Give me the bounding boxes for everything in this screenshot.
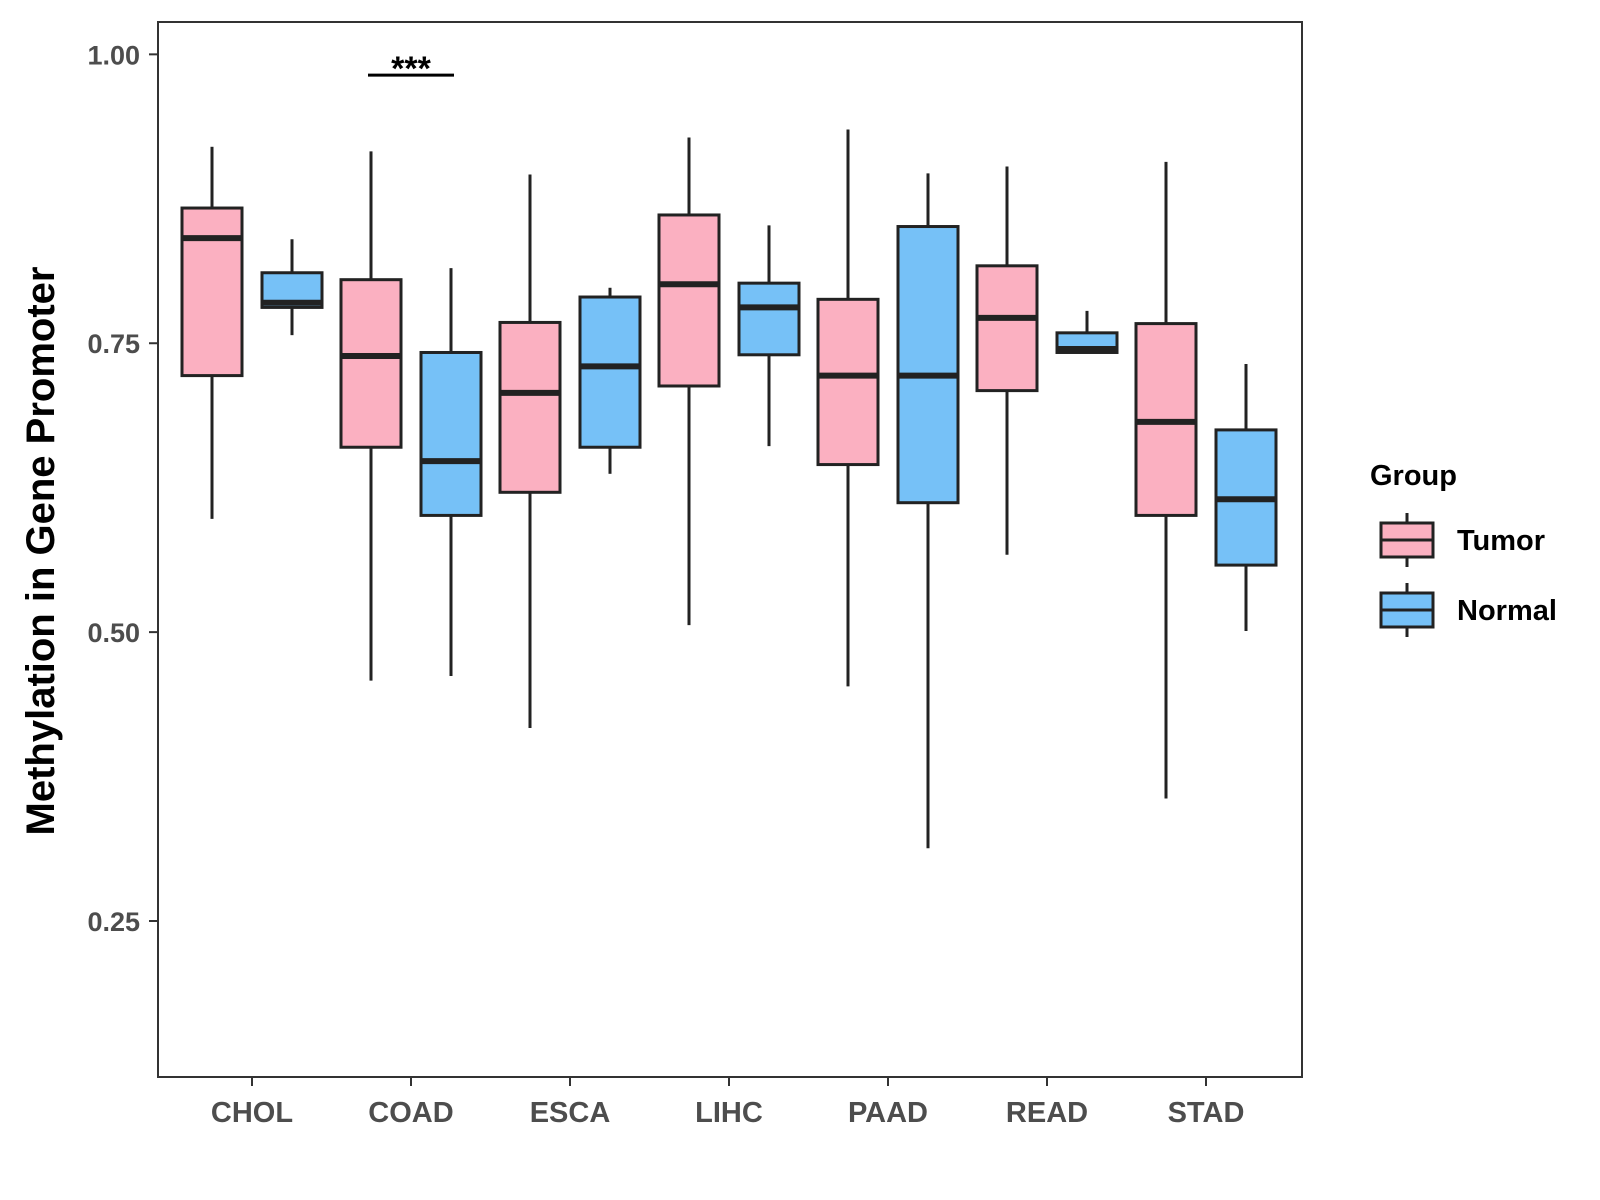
box-tumor-read bbox=[975, 166, 1039, 555]
boxes-layer bbox=[180, 129, 1278, 849]
box-normal-coad bbox=[419, 268, 483, 677]
box-iqr bbox=[896, 225, 960, 505]
y-tick-label: 0.25 bbox=[87, 907, 140, 937]
x-tick-label: LIHC bbox=[695, 1097, 763, 1129]
box-iqr bbox=[657, 213, 721, 388]
box-normal-paad bbox=[896, 173, 960, 849]
box-normal-read bbox=[1055, 310, 1119, 354]
x-tick-label: READ bbox=[1006, 1097, 1088, 1129]
y-axis: 0.25 0.50 0.75 1.00 bbox=[87, 40, 158, 937]
x-tick-label: STAD bbox=[1168, 1097, 1245, 1129]
box-iqr bbox=[498, 320, 562, 494]
box-iqr bbox=[975, 264, 1039, 393]
x-axis: CHOL COAD ESCA LIHC PAAD READ STAD bbox=[211, 1077, 1244, 1129]
box-tumor-paad bbox=[816, 129, 880, 687]
x-tick-label: PAAD bbox=[848, 1097, 928, 1129]
x-tick-label: CHOL bbox=[211, 1097, 293, 1129]
plot-panel bbox=[157, 21, 1303, 1078]
y-axis-title: Methylation in Gene Promoter bbox=[19, 267, 63, 836]
box-iqr bbox=[339, 278, 403, 449]
box-tumor-coad bbox=[339, 151, 403, 681]
legend-item-normal: Normal bbox=[1379, 583, 1557, 637]
y-tick-label: 0.50 bbox=[87, 618, 140, 648]
box-normal-lihc bbox=[737, 225, 801, 447]
legend-label: Tumor bbox=[1457, 525, 1545, 557]
annotations-layer: *** bbox=[368, 50, 454, 88]
x-tick-label: COAD bbox=[368, 1097, 453, 1129]
box-tumor-esca bbox=[498, 174, 562, 729]
legend-item-tumor: Tumor bbox=[1379, 513, 1545, 567]
legend-label: Normal bbox=[1457, 595, 1557, 627]
box-iqr bbox=[816, 297, 880, 467]
box-normal-stad bbox=[1214, 364, 1278, 631]
box-normal-esca bbox=[578, 287, 642, 474]
box-normal-chol bbox=[260, 239, 324, 336]
box-iqr bbox=[737, 281, 801, 357]
y-tick-label: 0.75 bbox=[87, 329, 140, 359]
box-iqr bbox=[578, 295, 642, 449]
box-tumor-lihc bbox=[657, 137, 721, 626]
box-iqr bbox=[180, 206, 244, 378]
legend-title: Group bbox=[1370, 460, 1457, 492]
box-iqr bbox=[419, 350, 483, 517]
legend: Group Tumor Normal bbox=[1370, 460, 1557, 637]
significance-label: *** bbox=[391, 50, 431, 88]
box-tumor-stad bbox=[1134, 161, 1198, 799]
box-tumor-chol bbox=[180, 146, 244, 519]
y-tick-label: 1.00 bbox=[87, 40, 140, 70]
x-tick-label: ESCA bbox=[530, 1097, 611, 1129]
